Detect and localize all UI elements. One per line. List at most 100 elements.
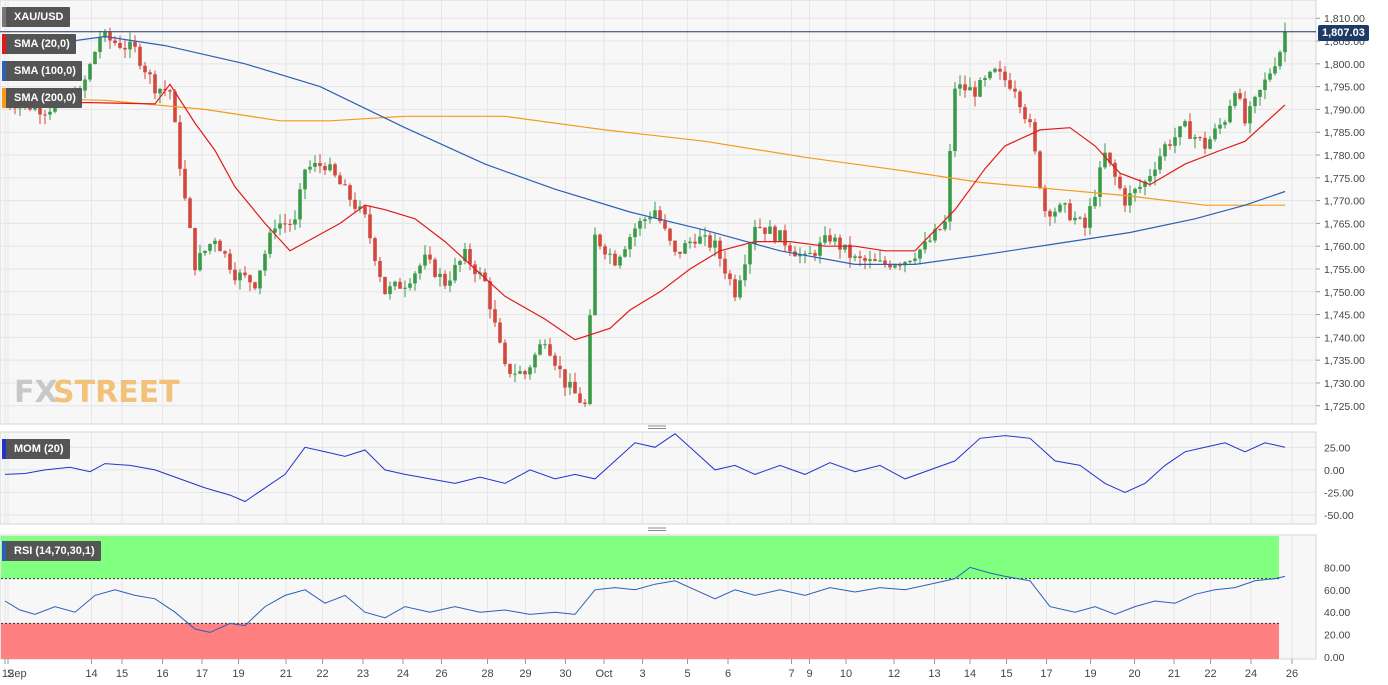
sma100-label[interactable]: SMA (100,0): [2, 61, 82, 81]
rsi-overbought-band: [1, 536, 1279, 579]
price-candle: [1273, 66, 1277, 74]
price-candle: [1063, 203, 1067, 205]
price-candle: [358, 206, 362, 209]
price-candle: [1233, 93, 1237, 106]
price-candle: [863, 257, 867, 261]
sma200-label[interactable]: SMA (200,0): [2, 88, 82, 108]
price-candle: [108, 32, 112, 41]
price-candle: [293, 219, 297, 225]
splitter-handle-mom[interactable]: [648, 425, 666, 429]
price-candle: [298, 189, 302, 220]
price-candle: [733, 279, 737, 298]
price-candle: [1083, 217, 1087, 228]
price-candle: [1183, 121, 1187, 127]
rsi-tick-label: 0.00: [1324, 652, 1345, 664]
price-candle: [243, 272, 247, 276]
mom-label[interactable]: MOM (20): [2, 439, 70, 459]
price-candle: [1118, 176, 1122, 189]
price-candle: [238, 272, 242, 281]
price-candle: [113, 40, 117, 44]
splitter-handle-rsi[interactable]: [648, 527, 666, 531]
x-tick-label: 13: [928, 668, 940, 680]
price-tick-label: 1,755.00: [1324, 264, 1365, 276]
price-candle: [1053, 211, 1057, 217]
price-candle: [983, 78, 987, 81]
price-candle: [1263, 79, 1267, 90]
price-candle: [1153, 169, 1157, 177]
sma20-label[interactable]: SMA (20,0): [2, 34, 76, 54]
x-tick-label: 3: [639, 668, 645, 680]
price-candle: [823, 235, 827, 243]
price-candle: [668, 228, 672, 241]
price-candle: [303, 169, 307, 190]
price-candle: [1163, 144, 1167, 157]
price-candle: [483, 272, 487, 282]
price-candle: [363, 206, 367, 215]
sma200-line: [4, 97, 1285, 206]
rsi-label[interactable]: RSI (14,70,30,1): [2, 541, 101, 561]
price-candle: [548, 344, 552, 356]
x-tick-label: 15: [116, 668, 128, 680]
price-candle: [603, 246, 607, 255]
price-candle: [158, 88, 162, 94]
price-tag: 1,807.03: [1318, 25, 1369, 41]
price-candle: [403, 287, 407, 289]
x-tick-label: 22: [1204, 668, 1216, 680]
x-tick-label: 26: [1286, 668, 1298, 680]
price-candle: [1103, 152, 1107, 168]
price-candle: [693, 241, 697, 244]
x-tick-label: 28: [481, 668, 493, 680]
x-tick-label: 14: [85, 668, 97, 680]
price-candle: [868, 259, 872, 261]
price-candle: [328, 164, 332, 171]
price-candle: [898, 265, 902, 267]
price-candle: [1048, 211, 1052, 217]
watermark-street: STREET: [53, 375, 180, 410]
price-candle: [553, 355, 557, 366]
price-candle: [648, 217, 652, 220]
price-candle: [313, 162, 317, 167]
x-tick-label: 24: [397, 668, 409, 680]
price-candle: [773, 226, 777, 241]
price-candle: [1228, 105, 1232, 123]
price-candle: [853, 256, 857, 258]
x-tick-label: 29: [519, 668, 531, 680]
price-candle: [778, 230, 782, 241]
x-tick-label: 24: [1245, 668, 1257, 680]
price-candle: [563, 369, 567, 388]
price-candle: [1213, 128, 1217, 140]
price-candle: [123, 47, 127, 50]
price-candle: [583, 402, 587, 404]
price-candle: [683, 243, 687, 254]
price-candle: [1008, 80, 1012, 89]
price-candle: [978, 80, 982, 97]
price-candle: [763, 227, 767, 234]
x-tick-label: 7: [788, 668, 794, 680]
price-candle: [738, 280, 742, 298]
sma200-swatch: [2, 88, 6, 108]
price-candle: [148, 72, 152, 75]
price-candle: [383, 276, 387, 295]
price-candle: [333, 164, 337, 176]
price-candle: [1073, 217, 1077, 221]
price-panel: [0, 0, 1317, 425]
x-tick-label: 10: [840, 668, 852, 680]
price-candle: [143, 65, 147, 73]
price-tick-label: 1,760.00: [1324, 241, 1365, 253]
price-tick-label: 1,765.00: [1324, 218, 1365, 230]
x-tick-label: 17: [1040, 668, 1052, 680]
x-tick-label: 26: [435, 668, 447, 680]
price-candle: [688, 241, 692, 244]
sma100-swatch: [2, 61, 6, 81]
price-candle: [938, 229, 942, 231]
price-candle: [873, 259, 877, 261]
price-candle: [708, 235, 712, 248]
price-candle: [1043, 187, 1047, 212]
price-candle: [623, 249, 627, 257]
price-candle: [833, 237, 837, 242]
price-candle: [1098, 167, 1102, 197]
price-tick-label: 1,745.00: [1324, 310, 1365, 322]
rsi-oversold-band: [1, 623, 1279, 659]
price-candle: [628, 237, 632, 250]
rsi-tick-label: 20.00: [1324, 630, 1350, 642]
